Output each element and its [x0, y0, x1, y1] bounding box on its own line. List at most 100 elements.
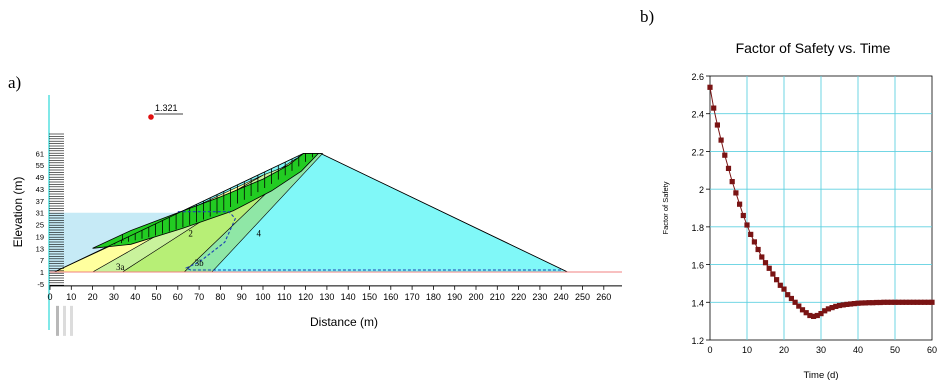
data-point [781, 286, 787, 292]
axis-ticks: 0 10 20 30 40 50 60 1.2 1.4 1.6 1.8 2 2.2 2.4 2.6 [691, 72, 937, 355]
data-point [711, 105, 717, 111]
y-tick-label: 61 [36, 149, 44, 158]
data-point [777, 282, 783, 288]
x-tick-label: 10 [66, 292, 76, 302]
data-point [918, 299, 924, 305]
data-point [759, 254, 765, 260]
y-tick-label: 13 [36, 244, 44, 253]
data-point [811, 313, 817, 319]
data-point [866, 300, 872, 306]
x-tick-label: 90 [237, 292, 247, 302]
data-point [714, 122, 720, 128]
data-point [922, 299, 928, 305]
x-tick-label: 40 [853, 345, 863, 355]
x-tick-label: 170 [405, 292, 420, 302]
y-tick-label: 25 [36, 221, 44, 230]
y-tick-label: 2.4 [691, 110, 704, 120]
decor-bar [56, 305, 59, 336]
x-tick-label: 20 [779, 345, 789, 355]
data-point [877, 299, 883, 306]
data-point [910, 299, 917, 305]
gridlines [710, 76, 932, 340]
x-tick-label: 80 [215, 292, 225, 302]
x-tick-label: 210 [490, 292, 505, 302]
material-labels: 1 2 3a 3b 4 [116, 228, 261, 272]
x-tick-label: 160 [383, 292, 398, 302]
data-point [814, 312, 820, 319]
slip-slices [114, 153, 313, 245]
y-tick-label: 49 [36, 173, 44, 182]
data-point [855, 300, 861, 306]
data-point [766, 265, 772, 271]
x-tick-label: 200 [468, 292, 483, 302]
data-point [799, 307, 806, 313]
material-label-3a: 3a [116, 262, 125, 272]
x-tick-label: 220 [511, 292, 526, 302]
x-axis-title: Time (d) [803, 370, 838, 381]
material-label-1: 1 [120, 232, 125, 242]
data-point [751, 239, 757, 245]
panel-b-label: b) [640, 7, 654, 26]
data-point [885, 299, 891, 305]
data-point [892, 299, 898, 305]
y-tick-label: 1.8 [691, 223, 704, 233]
x-tick-label: 30 [109, 292, 119, 302]
data-point [792, 299, 798, 305]
data-point [862, 300, 868, 306]
data-point [829, 305, 835, 311]
y-tick-label: 55 [36, 161, 44, 170]
x-axis-ticks: 0 10 20 30 40 50 60 70 80 90 100 110 120 130 140 150 160… [47, 285, 611, 302]
data-point [833, 303, 839, 309]
material-label-3b: 3b [195, 258, 205, 268]
data-point [707, 84, 713, 90]
data-point [903, 299, 909, 305]
data-point [848, 301, 854, 307]
data-point [725, 165, 732, 171]
x-tick-label: 120 [298, 292, 313, 302]
x-tick-label: 70 [194, 292, 204, 302]
y-tick-label: 19 [36, 232, 44, 241]
slope-stability-panel: a) 0 10 20 30 40 50 60 70 80 90 100 110 120 130 140 150… [8, 73, 622, 336]
x-tick-label: 30 [816, 345, 826, 355]
data-point [907, 299, 913, 305]
data-point [822, 308, 828, 314]
data-point [888, 299, 894, 305]
decor-bar [63, 305, 66, 336]
x-tick-label: 100 [255, 292, 270, 302]
x-tick-label: 60 [173, 292, 183, 302]
axis-corner-bars [56, 305, 73, 336]
y-axis-ticks: -5 1 7 13 19 25 31 37 43 49 55 61 [36, 149, 44, 288]
data-point [818, 311, 824, 317]
data-point [896, 299, 902, 305]
x-tick-label: 140 [341, 292, 356, 302]
data-point [873, 299, 880, 306]
data-point [844, 301, 850, 307]
data-point [796, 303, 802, 309]
data-point [840, 302, 846, 308]
x-tick-label: 230 [532, 292, 547, 302]
data-point [785, 292, 791, 298]
data-point [788, 295, 794, 302]
x-tick-label: 190 [447, 292, 462, 302]
y-tick-label: 1 [40, 268, 44, 277]
x-tick-label: 150 [362, 292, 377, 302]
y-axis-title: Factor of Safety [661, 181, 670, 234]
y-tick-label: 1.2 [691, 336, 704, 346]
x-tick-label: 250 [575, 292, 590, 302]
data-point [733, 190, 739, 196]
x-tick-label: 260 [596, 292, 611, 302]
data-point [774, 277, 780, 283]
y-axis-title: Elevation (m) [11, 177, 25, 248]
data-point [925, 299, 931, 305]
x-tick-label: 50 [890, 345, 900, 355]
phreatic-line [177, 211, 562, 271]
data-point [722, 152, 728, 158]
x-tick-label: 60 [927, 345, 937, 355]
data-point [762, 260, 769, 266]
x-tick-label: 130 [319, 292, 334, 302]
data-point [737, 201, 743, 207]
data-point [929, 299, 935, 305]
y-tick-label: 43 [36, 185, 44, 194]
data-point [803, 310, 809, 316]
data-point [755, 246, 761, 253]
